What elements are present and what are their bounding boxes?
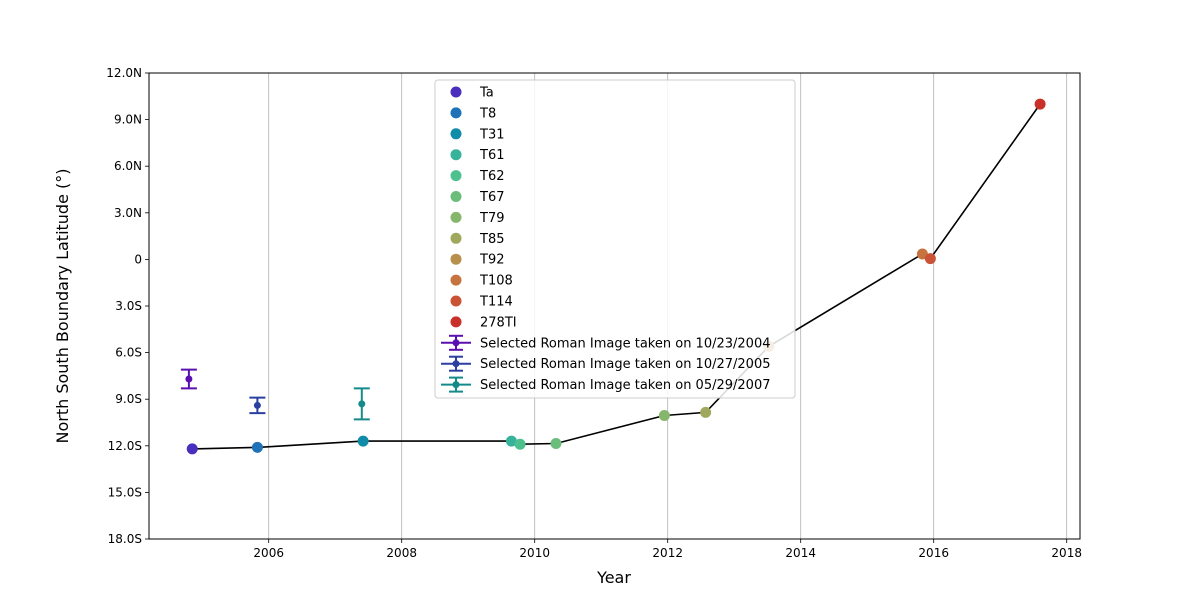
x-axis-label: Year — [596, 568, 631, 587]
legend-label: T85 — [479, 232, 504, 247]
legend-marker — [450, 211, 462, 223]
legend-marker — [450, 232, 462, 244]
data-point-ta — [186, 443, 198, 455]
legend-marker — [450, 295, 462, 307]
x-tick-label: 2016 — [918, 546, 949, 560]
legend-marker — [450, 191, 462, 202]
errorbar — [353, 387, 370, 421]
y-tick-label: 3.0N — [114, 206, 142, 220]
legend-label: Ta — [479, 86, 494, 101]
data-point-t8 — [251, 441, 263, 453]
legend-label: T79 — [479, 211, 504, 226]
y-axis-ticks: 12.0N 9.0N 6.0N 3.0N 0 3.0S 6.0S 9.0S 12.0S 15.0S… — [106, 66, 149, 546]
data-point-t31 — [357, 435, 369, 447]
legend-errorbar-marker — [441, 334, 471, 351]
x-tick-label: 2006 — [253, 546, 284, 560]
errorbar-marker — [253, 401, 261, 409]
y-tick-label: 6.0N — [114, 159, 142, 173]
legend-marker — [450, 253, 462, 265]
legend-box — [434, 79, 796, 399]
legend-marker — [450, 316, 462, 328]
errorbar-marker — [185, 375, 193, 383]
errorbars — [180, 368, 370, 421]
x-tick-label: 2018 — [1051, 546, 1082, 560]
y-tick-label: 12.0S — [108, 439, 142, 453]
y-axis-label: North South Boundary Latitude (°) — [53, 169, 72, 444]
legend-marker — [450, 170, 462, 182]
errorbar-marker — [358, 400, 366, 408]
data-point-t79 — [658, 410, 670, 422]
data-point-t67 — [550, 437, 562, 449]
y-tick-label: 18.0S — [108, 532, 142, 546]
legend: Ta T8 T31 T61 T62 T67 T79 T85 T92 T108 T114 278TI Se… — [434, 79, 796, 399]
legend-errorbar-dot — [452, 381, 460, 389]
legend-label: T62 — [479, 169, 504, 184]
legend-errorbar-marker — [441, 355, 471, 372]
legend-label: Selected Roman Image taken on 10/27/2005 — [480, 357, 771, 372]
x-axis-ticks: 2006 2008 2010 2012 2014 2016 2018 — [253, 539, 1082, 560]
legend-marker — [450, 107, 462, 119]
legend-marker — [450, 274, 462, 286]
x-tick-label: 2012 — [652, 546, 683, 560]
legend-label: T114 — [479, 295, 513, 310]
data-point-t61 — [505, 435, 517, 447]
data-point-278ti — [1034, 98, 1046, 110]
legend-label: T61 — [479, 148, 504, 163]
legend-errorbar-dot — [452, 339, 460, 347]
legend-label: T92 — [479, 253, 504, 268]
legend-errorbar-dot — [452, 360, 460, 368]
legend-label: T31 — [479, 127, 504, 142]
legend-label: Selected Roman Image taken on 05/29/2007 — [480, 378, 771, 393]
y-tick-label: 3.0S — [115, 299, 142, 313]
legend-label: T8 — [479, 106, 496, 121]
legend-label: 278TI — [480, 315, 517, 330]
data-point-t62 — [514, 438, 526, 450]
legend-marker — [450, 128, 462, 140]
legend-marker — [450, 149, 462, 161]
data-point-t85 — [700, 406, 712, 418]
y-tick-label: 9.0S — [115, 392, 142, 406]
legend-label: T67 — [479, 190, 504, 205]
x-tick-label: 2008 — [386, 546, 417, 560]
y-tick-label: 0 — [134, 252, 142, 266]
y-tick-label: 6.0S — [115, 346, 142, 360]
y-tick-label: 9.0N — [114, 113, 142, 127]
legend-marker — [450, 86, 462, 98]
data-point-t108 — [916, 248, 928, 260]
legend-label: Selected Roman Image taken on 10/23/2004 — [480, 336, 771, 351]
x-tick-label: 2014 — [785, 546, 816, 560]
data-point-t114 — [924, 253, 936, 265]
legend-errorbar-marker — [441, 376, 471, 393]
x-tick-label: 2010 — [519, 546, 550, 560]
y-tick-label: 12.0N — [106, 66, 142, 80]
legend-label: T108 — [479, 274, 513, 289]
errorbar — [180, 368, 197, 390]
y-tick-label: 15.0S — [108, 485, 142, 499]
errorbar — [249, 396, 266, 415]
